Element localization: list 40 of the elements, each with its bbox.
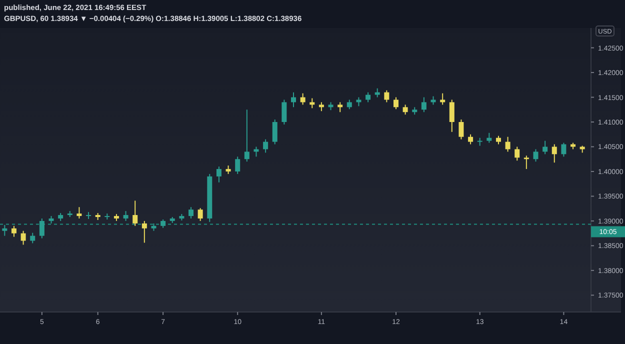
candlestick — [291, 92, 296, 108]
candlestick — [123, 210, 128, 222]
candlestick — [366, 92, 371, 103]
candlestick — [39, 218, 44, 239]
candlestick — [486, 132, 492, 144]
candlestick — [393, 96, 398, 110]
candlestick — [76, 206, 82, 219]
candlestick — [235, 156, 240, 174]
candlestick — [338, 102, 343, 113]
candlestick — [310, 98, 315, 109]
candlestick — [561, 142, 566, 158]
candlestick — [300, 92, 306, 106]
candlestick — [198, 208, 203, 222]
candlestick — [2, 224, 8, 236]
candlestick — [384, 90, 390, 103]
candlestick — [272, 119, 278, 145]
candlestick — [552, 144, 557, 164]
candlestick — [142, 220, 147, 244]
candlestick — [188, 206, 194, 219]
candlestick — [346, 99, 352, 110]
candlestick — [514, 146, 520, 162]
candlestick — [132, 200, 138, 226]
candlestick — [263, 138, 268, 154]
candlestick — [421, 96, 426, 113]
candlestick — [402, 104, 408, 116]
candlestick — [468, 134, 474, 145]
candlestick — [505, 136, 510, 152]
candlestick — [449, 99, 454, 132]
candlestick — [282, 99, 287, 125]
candlestick — [440, 92, 446, 106]
candlestick — [533, 148, 538, 162]
candlestick — [244, 109, 250, 162]
candlestick — [30, 232, 36, 244]
candlestick — [458, 119, 464, 140]
candlestick — [20, 230, 26, 246]
candlestick — [11, 225, 16, 238]
candlestick — [216, 166, 222, 183]
candlestick — [542, 140, 548, 155]
candlestick — [254, 146, 259, 158]
candlestick — [524, 155, 529, 170]
